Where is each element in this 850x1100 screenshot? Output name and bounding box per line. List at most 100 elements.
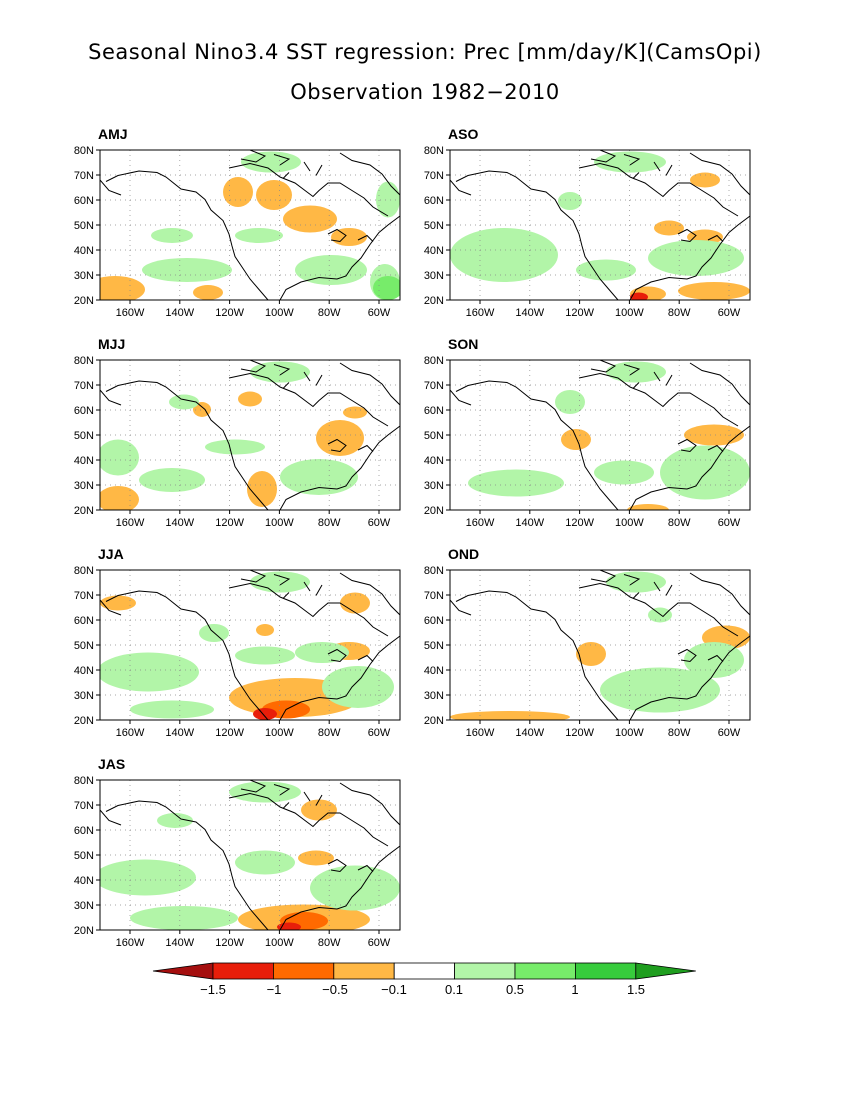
shaded-region: [606, 571, 666, 593]
shaded-region: [100, 595, 136, 611]
colorbar-tick: −0.1: [381, 982, 407, 997]
shaded-region: [247, 471, 277, 507]
lat-label: 80N: [74, 565, 94, 577]
shaded-region: [690, 172, 720, 188]
shaded-region: [340, 592, 370, 614]
map-panel-mjj: 80N 70N 60N 50N 40N 30N 20N 160W 140W 120W 100W 80W…: [50, 336, 401, 538]
coastline: [578, 162, 739, 217]
coastline: [240, 360, 267, 373]
map-layer: [100, 360, 400, 510]
coastline: [339, 362, 400, 406]
coastline: [623, 574, 641, 586]
coastline: [689, 362, 750, 406]
coastline: [273, 574, 291, 586]
map-layer: [450, 360, 750, 510]
lat-label: 50N: [74, 220, 94, 232]
shaded-region: [151, 228, 193, 243]
coastline: [315, 374, 323, 386]
lon-label: 140W: [165, 937, 194, 949]
coastline: [689, 152, 750, 196]
shaded-region: [100, 439, 139, 476]
lon-label: 120W: [215, 937, 244, 949]
coastline: [590, 360, 617, 373]
colorbar-tick: −1.5: [200, 982, 226, 997]
map-panel-jas: 80N 70N 60N 50N 40N 30N 20N 160W 140W 120W 100W 80W…: [50, 756, 401, 958]
coastline: [653, 581, 661, 592]
coastline: [273, 154, 291, 166]
coastline: [303, 581, 311, 592]
coastline: [240, 570, 267, 583]
lon-label: 160W: [116, 307, 145, 319]
coastline: [100, 599, 122, 616]
coastline: [282, 382, 290, 389]
coastline: [228, 792, 389, 847]
coastline: [303, 791, 311, 802]
colorbar-swatches: [152, 962, 696, 980]
coastline: [623, 154, 641, 166]
lon-label: 140W: [515, 307, 544, 319]
shaded-region: [130, 906, 238, 930]
shaded-region: [256, 624, 274, 636]
shaded-region: [241, 151, 301, 173]
coastline: [100, 389, 122, 406]
coastline: [632, 382, 640, 389]
shaded-region: [322, 666, 394, 708]
coastline: [303, 161, 311, 172]
panel-label: SON: [448, 336, 479, 352]
lat-label: 80N: [424, 355, 444, 367]
panel-label: JAS: [98, 756, 126, 772]
figure-subtitle: Observation 1982−2010: [290, 80, 560, 104]
coastline: [315, 584, 323, 596]
lat-label: 70N: [424, 170, 444, 182]
map-layer: [100, 780, 400, 930]
lon-label: 160W: [466, 307, 495, 319]
map-layer: [450, 570, 750, 720]
colorbar-swatch: [454, 962, 516, 980]
coastline: [339, 152, 400, 196]
coastline: [653, 161, 661, 172]
colorbar-extend-low: [152, 962, 214, 980]
shaded-region: [648, 240, 744, 276]
coastline: [105, 170, 269, 300]
coastline: [357, 654, 374, 662]
shaded-region: [295, 642, 349, 663]
map-panel-aso: 80N 70N 60N 50N 40N 30N 20N 160W 140W 120W 100W 80W…: [400, 126, 751, 328]
lat-label: 80N: [424, 145, 444, 157]
lat-label: 20N: [424, 505, 444, 517]
map-plot: 80N 70N 60N 50N 40N 30N 20N 160W 140W 120W 100W 80W…: [424, 355, 751, 529]
coastline: [455, 380, 619, 510]
coastline: [279, 635, 400, 720]
lat-label: 30N: [74, 900, 94, 912]
coastline: [105, 590, 269, 720]
colorbar-swatch: [574, 962, 637, 980]
lon-label: 160W: [466, 727, 495, 739]
shaded-region: [660, 445, 750, 500]
lon-label: 120W: [215, 307, 244, 319]
shaded-region: [238, 391, 262, 407]
shaded-region: [142, 258, 232, 282]
lat-label: 80N: [74, 355, 94, 367]
shaded-region: [310, 865, 400, 911]
shaded-region: [600, 667, 720, 713]
lon-label: 120W: [565, 307, 594, 319]
map-plot: 80N 70N 60N 50N 40N 30N 20N 160W 140W 120W 100W 80W…: [74, 775, 401, 949]
shaded-region: [253, 708, 277, 720]
shaded-region: [450, 228, 558, 282]
colorbar-tick: 0.1: [444, 982, 464, 997]
shaded-region: [561, 429, 591, 450]
shaded-region: [235, 646, 295, 665]
coastline: [100, 179, 122, 196]
coastline: [450, 179, 472, 196]
lat-label: 20N: [74, 715, 94, 727]
lon-label: 140W: [515, 727, 544, 739]
lat-label: 20N: [74, 295, 94, 307]
coastline: [339, 572, 400, 616]
coastline: [450, 389, 472, 406]
lat-label: 40N: [74, 665, 94, 677]
coastline: [327, 858, 347, 873]
lon-label: 100W: [615, 727, 644, 739]
shaded-region: [193, 402, 211, 417]
shaded-region: [594, 151, 666, 173]
coastline: [707, 654, 724, 662]
map-panel-amj: 80N 70N 60N 50N 40N 30N 20N 160W 140W 120W 100W 80W…: [50, 126, 401, 328]
